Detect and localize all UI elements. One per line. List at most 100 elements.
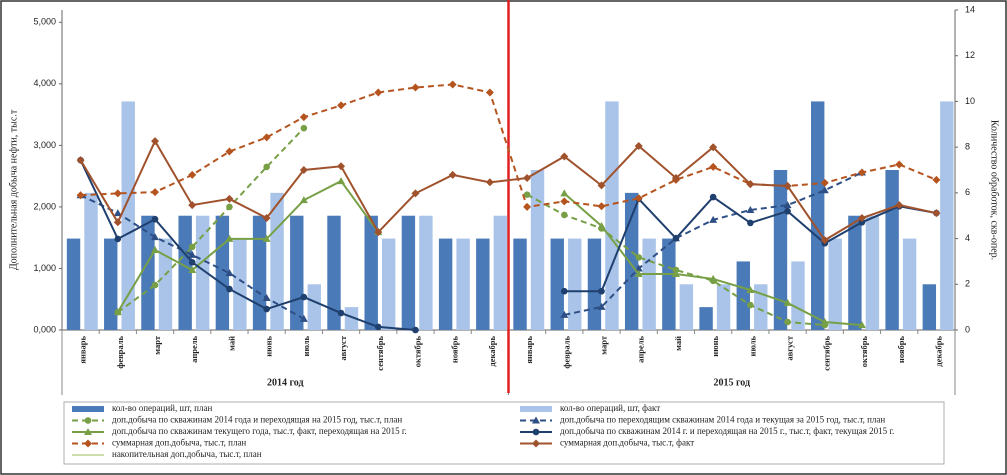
marker (374, 228, 383, 237)
marker (709, 143, 718, 152)
year-label: 2015 год (713, 377, 750, 388)
marker (151, 281, 159, 289)
year-label: 2014 год (267, 377, 304, 388)
marker (523, 191, 531, 198)
y2-tick-label: 14 (965, 4, 975, 14)
bar (327, 215, 341, 330)
marker (858, 219, 866, 226)
marker (709, 274, 718, 282)
marker (634, 264, 643, 272)
line (80, 83, 937, 209)
bar (885, 170, 899, 330)
bar (736, 261, 750, 330)
y-tick-label: 5,000 (33, 17, 56, 27)
marker (226, 203, 233, 211)
marker (932, 209, 941, 218)
x-tick-label: ноябрь (896, 336, 906, 364)
marker (76, 156, 85, 165)
marker (932, 175, 941, 184)
marker (84, 439, 92, 448)
bar (679, 284, 694, 330)
x-tick-label: май (673, 336, 683, 351)
bar (493, 215, 508, 330)
marker (671, 174, 680, 182)
marker (225, 269, 234, 277)
marker (746, 206, 755, 213)
bar (215, 215, 230, 330)
y-tick-label: 1,000 (33, 263, 56, 273)
marker (411, 189, 420, 198)
marker (374, 323, 382, 331)
bar (530, 170, 545, 330)
marker (337, 162, 346, 171)
marker (113, 189, 122, 198)
bar (84, 192, 98, 330)
marker (634, 142, 643, 150)
marker (597, 222, 606, 229)
marker (561, 287, 568, 295)
bar (587, 238, 602, 330)
bar (381, 238, 396, 330)
x-tick-label: сентябрь (375, 336, 385, 371)
marker (532, 439, 540, 448)
marker (895, 201, 904, 210)
legend-label: суммарная доп.добыча, тыс.т, факт (560, 438, 694, 448)
bar (66, 238, 81, 330)
marker (820, 236, 829, 245)
bar (401, 215, 416, 330)
bar (773, 170, 788, 330)
legend-label: суммарная доп.добыча, тыс.т, план (112, 438, 246, 448)
marker (634, 270, 643, 277)
marker (709, 193, 717, 201)
y2-tick-label: 4 (965, 233, 970, 243)
marker (225, 234, 234, 242)
bar (568, 238, 582, 330)
marker (262, 294, 271, 301)
marker (151, 137, 160, 146)
marker (560, 310, 569, 318)
legend-label: накопительная доп.добыча, тыс.т, план (112, 449, 262, 459)
marker (485, 88, 494, 97)
legend-label: доп.добыча по скважинам 2014 года и пере… (112, 415, 402, 425)
bar (922, 284, 937, 330)
y2-tick-label: 2 (965, 279, 970, 289)
marker (300, 124, 308, 132)
marker (84, 417, 92, 424)
marker (523, 174, 532, 182)
y2-tick-label: 8 (965, 142, 970, 152)
marker (671, 270, 680, 277)
marker (532, 416, 540, 424)
bar (791, 261, 805, 330)
marker (784, 318, 791, 326)
marker (262, 133, 271, 142)
legend-swatch (72, 406, 104, 412)
bar (811, 101, 825, 330)
marker (188, 250, 197, 258)
marker (337, 101, 346, 110)
marker (188, 201, 197, 210)
marker (597, 302, 606, 310)
marker (448, 80, 457, 89)
legend-label: кол-во операций, шт, факт (560, 403, 660, 413)
bar (141, 215, 155, 330)
y2-tick-label: 12 (965, 50, 975, 60)
marker (784, 207, 791, 215)
marker (597, 202, 606, 211)
bar (716, 284, 731, 330)
bar (195, 215, 210, 330)
legend-label: кол-во операций, шт, план (112, 403, 212, 413)
marker (857, 168, 866, 177)
marker (337, 309, 345, 317)
bar (550, 238, 564, 330)
x-tick-label: июль (747, 336, 757, 357)
x-tick-label: декабрь (487, 336, 497, 367)
marker (151, 233, 160, 241)
x-tick-label: октябрь (412, 336, 422, 368)
marker (113, 308, 122, 316)
legend-swatch (520, 406, 552, 412)
marker (598, 287, 605, 295)
bar (158, 238, 173, 330)
x-tick-label: сентябрь (822, 336, 832, 371)
bar (476, 238, 490, 330)
bar (865, 215, 880, 330)
